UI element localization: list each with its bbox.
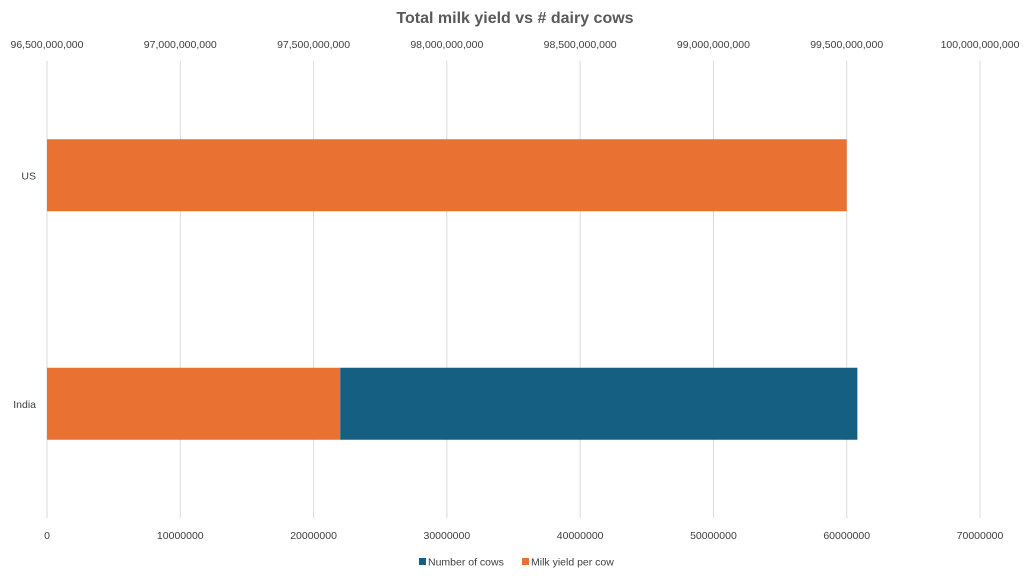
secondary-tick-label: 97,500,000,000 — [277, 39, 350, 51]
legend-label: Number of cows — [428, 557, 504, 569]
x-tick-label: 0 — [44, 530, 50, 542]
x-tick-label: 40000000 — [557, 530, 604, 542]
x-tick-label: 20000000 — [290, 530, 337, 542]
x-tick-label: 70000000 — [957, 530, 1004, 542]
secondary-tick-label: 96,500,000,000 — [11, 39, 84, 51]
secondary-tick-label: 99,500,000,000 — [810, 39, 883, 51]
category-label-india: India — [13, 399, 36, 411]
bars — [47, 139, 858, 440]
legend-label: Milk yield per cow — [531, 557, 614, 569]
x-tick-label: 10000000 — [157, 530, 204, 542]
x-tick-label: 50000000 — [690, 530, 737, 542]
bar-us-milk-yield-per-cow — [47, 139, 847, 212]
x-tick-label: 60000000 — [823, 530, 870, 542]
secondary-tick-label: 97,000,000,000 — [144, 39, 217, 51]
legend-swatch — [522, 558, 529, 565]
secondary-tick-label: 98,000,000,000 — [410, 39, 483, 51]
secondary-axis-ticks: 96,500,000,000 97,000,000,000 97,500,000,0… — [11, 39, 1020, 51]
secondary-tick-label: 98,500,000,000 — [544, 39, 617, 51]
x-tick-label: 30000000 — [423, 530, 470, 542]
secondary-tick-label: 99,000,000,000 — [677, 39, 750, 51]
chart-title: Total milk yield vs # dairy cows — [396, 10, 633, 27]
bar-india-milk-yield-per-cow — [47, 367, 341, 440]
legend: Number of cows Milk yield per cow — [419, 557, 614, 569]
legend-swatch — [419, 558, 426, 565]
bar-india-number-of-cows — [340, 367, 858, 440]
category-label-us: US — [21, 170, 36, 182]
category-labels: US India — [13, 170, 36, 411]
secondary-tick-label: 100,000,000,000 — [941, 39, 1020, 51]
gridlines — [46, 61, 981, 518]
primary-axis-ticks: 0 10000000 20000000 30000000 40000000 5000000… — [44, 530, 1003, 542]
